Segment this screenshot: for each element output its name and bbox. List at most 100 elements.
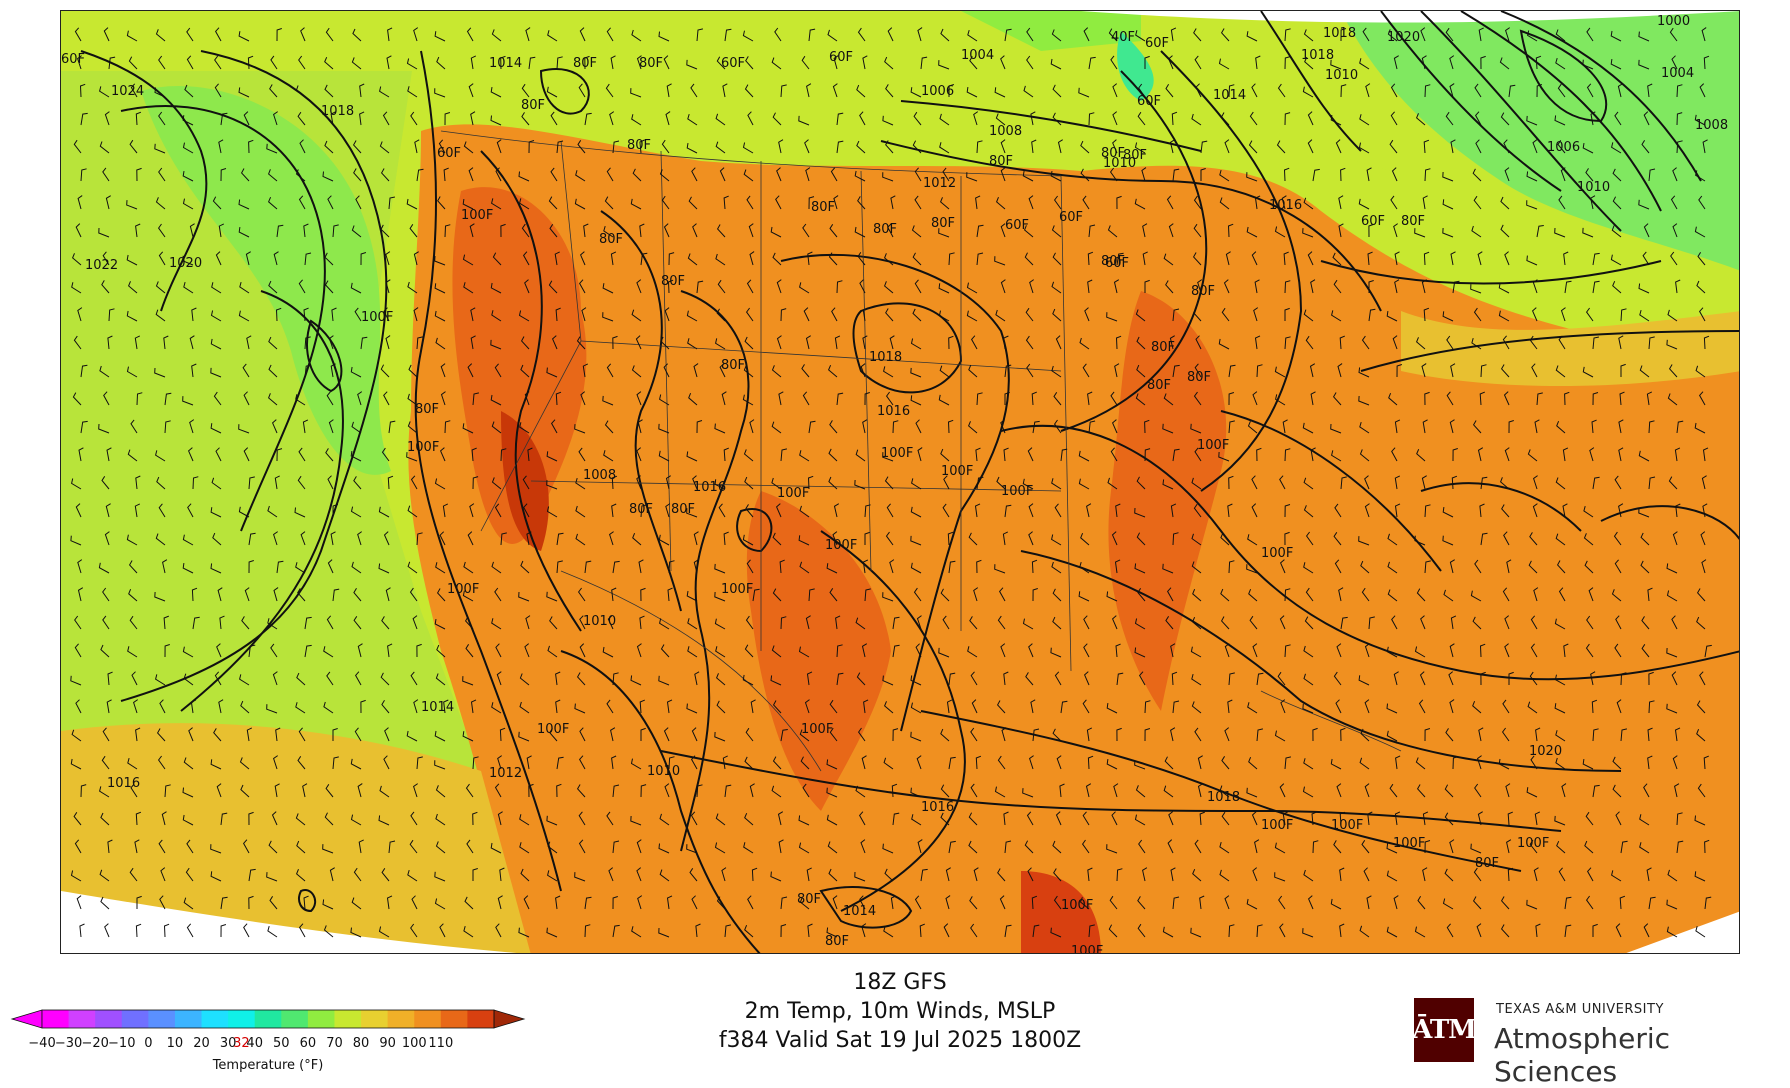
wind-barb [1638, 283, 1650, 294]
wind-barb [1192, 252, 1202, 266]
wind-barb [1025, 335, 1034, 350]
temp-label: 80F [1187, 370, 1211, 385]
wind-barb [1561, 783, 1567, 798]
wind-barb [1274, 226, 1286, 238]
wind-barb [1339, 867, 1345, 882]
map-edge-se [1626, 911, 1739, 953]
wind-barb [602, 395, 614, 406]
wind-barb [1445, 111, 1454, 126]
wind-barb [714, 423, 726, 434]
wind-barb [354, 727, 362, 742]
wind-barb [745, 615, 754, 630]
wind-barb [1444, 784, 1454, 798]
wind-barb [158, 839, 166, 854]
wind-barb [214, 83, 222, 98]
wind-barb [1000, 55, 1006, 70]
wind-barb [1471, 337, 1482, 350]
wind-barb [1116, 672, 1124, 686]
wind-barb [164, 420, 171, 434]
wind-barb [416, 168, 424, 182]
wind-barb [1502, 699, 1510, 714]
wind-barb [546, 451, 558, 462]
wind-barb [239, 674, 250, 686]
wind-barb [1648, 896, 1656, 910]
wind-barb [1060, 448, 1068, 462]
wind-barb [155, 450, 166, 462]
wind-barb [215, 447, 222, 462]
wind-barb [715, 141, 726, 154]
wind-barb [106, 699, 112, 714]
wind-barb [273, 755, 278, 770]
wind-barb [666, 895, 673, 910]
temp-label: 60F [1059, 210, 1083, 225]
isobar-label: 1020 [1387, 30, 1420, 45]
wind-barb [968, 532, 978, 546]
wind-barb [500, 532, 507, 546]
wind-barb [1556, 840, 1566, 854]
wind-barb [1134, 618, 1146, 630]
wind-barb [1051, 29, 1062, 42]
wind-barb [1422, 867, 1428, 882]
wind-barb [1643, 923, 1650, 938]
wind-barb [494, 363, 502, 378]
wind-barb [189, 335, 195, 350]
wind-barb [385, 279, 391, 294]
wind-barb [1136, 364, 1146, 378]
wind-barb [106, 447, 112, 462]
wind-barb [1445, 728, 1454, 742]
wind-barb [1368, 308, 1376, 322]
wind-barb [496, 139, 502, 154]
wind-barb [659, 169, 670, 182]
wind-barb [467, 363, 474, 378]
wind-barb [243, 111, 250, 126]
wind-barb [1366, 895, 1372, 910]
wind-barb [1536, 225, 1544, 238]
wind-barb [602, 312, 614, 322]
wind-barb [1172, 448, 1180, 462]
wind-barb [1170, 27, 1177, 42]
wind-barb [295, 813, 306, 826]
wind-barb [220, 924, 227, 938]
wind-barb [73, 335, 82, 350]
wind-barb [1641, 644, 1650, 658]
wind-barb [1190, 646, 1202, 658]
wind-barb [771, 477, 782, 490]
wind-barb [1307, 139, 1314, 154]
wind-barb [1445, 27, 1454, 42]
wind-barb [1671, 615, 1678, 630]
wind-barb [1137, 923, 1146, 938]
wind-barb [1589, 447, 1595, 462]
wind-barb [724, 784, 732, 798]
wind-barb [326, 391, 334, 406]
wind-barb [1474, 111, 1482, 126]
wind-barb [440, 363, 446, 378]
wind-barb [774, 27, 782, 42]
wind-barb [771, 645, 782, 658]
wind-barb [332, 504, 339, 518]
wind-barb [745, 307, 754, 322]
wind-barb [1703, 755, 1709, 770]
wind-barb [1086, 503, 1092, 518]
wind-barb [1029, 279, 1034, 294]
wind-barb [407, 86, 418, 98]
wind-barb [1614, 111, 1622, 126]
wind-barb [1088, 420, 1096, 434]
wind-barb [856, 672, 866, 686]
wind-barb [751, 867, 758, 882]
wind-barb [940, 588, 950, 602]
wind-barb [219, 615, 225, 630]
wind-barb [351, 561, 362, 574]
wind-barb [836, 392, 844, 406]
wind-barb [327, 559, 334, 574]
wind-barb [826, 563, 838, 574]
wind-barb [1531, 363, 1538, 378]
hot-zone-mexico [1021, 871, 1101, 953]
wind-barb [525, 27, 531, 42]
wind-barb [1393, 671, 1399, 686]
wind-barb [607, 615, 614, 630]
wind-barb [126, 534, 138, 546]
wind-barb [490, 339, 502, 350]
wind-barb [994, 256, 1006, 266]
wind-barb [855, 785, 866, 798]
wind-barb [1144, 279, 1150, 293]
